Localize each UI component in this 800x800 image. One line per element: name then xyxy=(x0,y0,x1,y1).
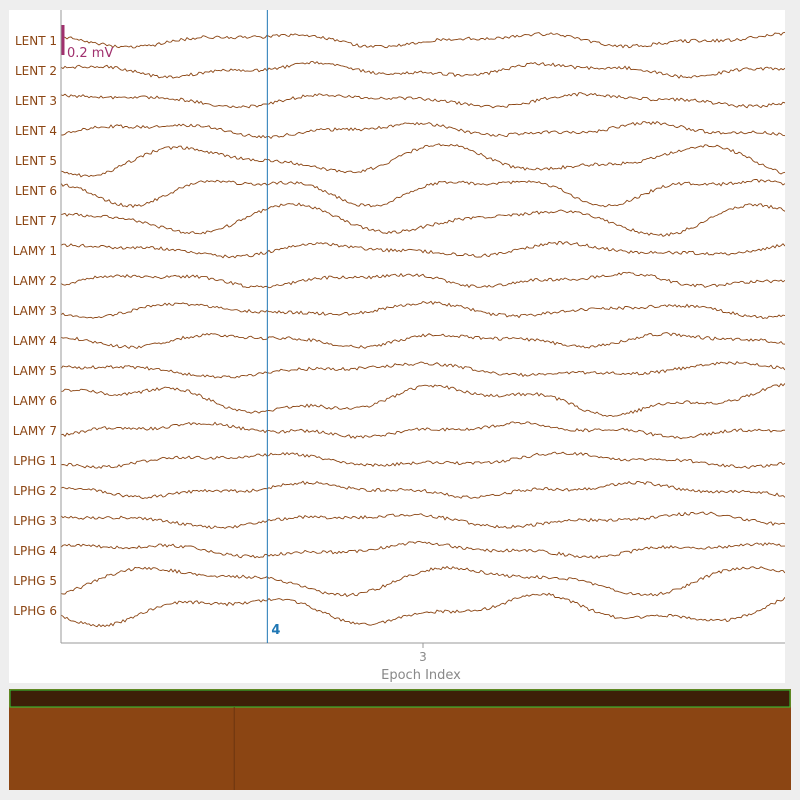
channel-label[interactable]: LAMY 7 xyxy=(13,424,57,438)
trace-lamy-2[interactable] xyxy=(60,271,785,289)
channel-label[interactable]: LPHG 4 xyxy=(13,544,57,558)
channel-label[interactable]: LAMY 5 xyxy=(13,364,57,378)
channel-label[interactable]: LENT 1 xyxy=(15,34,57,48)
channel-label[interactable]: LAMY 2 xyxy=(13,274,57,288)
channel-label[interactable]: LENT 5 xyxy=(15,154,57,168)
epoch-overview[interactable] xyxy=(9,689,791,790)
channel-label[interactable]: LPHG 2 xyxy=(13,484,57,498)
channel-label[interactable]: LPHG 5 xyxy=(13,574,57,588)
channel-label[interactable]: LENT 6 xyxy=(15,184,57,198)
trace-lamy-7[interactable] xyxy=(60,421,785,440)
eeg-traces-chart[interactable]: LENT 1 LENT 2 LENT 3 LENT 4 LENT 5 LENT 6 LENT… xyxy=(9,10,785,683)
trace-lent-1[interactable] xyxy=(60,31,785,49)
channel-label[interactable]: LAMY 3 xyxy=(13,304,57,318)
trace-lphg-2[interactable] xyxy=(60,480,785,500)
epoch-browser-panel[interactable] xyxy=(9,689,791,790)
channel-label[interactable]: LENT 2 xyxy=(15,64,57,78)
channel-label[interactable]: LAMY 4 xyxy=(13,334,57,348)
channel-label[interactable]: LPHG 1 xyxy=(13,454,57,468)
channel-label[interactable]: LENT 4 xyxy=(15,124,57,138)
trace-lent-5[interactable] xyxy=(60,143,785,178)
trace-lent-6[interactable] xyxy=(60,178,785,209)
trace-lphg-1[interactable] xyxy=(60,451,785,469)
trace-lphg-3[interactable] xyxy=(60,511,785,530)
x-tick-label: 3 xyxy=(419,650,427,664)
trace-lphg-5[interactable] xyxy=(60,565,785,598)
channel-label[interactable]: LPHG 3 xyxy=(13,514,57,528)
channel-label[interactable]: LAMY 6 xyxy=(13,394,57,408)
channel-label[interactable]: LENT 7 xyxy=(15,214,57,228)
eeg-plot-panel[interactable]: LENT 1 LENT 2 LENT 3 LENT 4 LENT 5 LENT 6 LENT… xyxy=(9,10,785,683)
channel-label[interactable]: LPHG 6 xyxy=(13,604,57,618)
overview-selection-window[interactable] xyxy=(9,689,791,708)
channel-label[interactable]: LENT 3 xyxy=(15,94,57,108)
trace-lphg-6[interactable] xyxy=(60,592,785,628)
trace-lamy-4[interactable] xyxy=(60,332,785,350)
trace-lamy-3[interactable] xyxy=(60,300,785,320)
event-marker-label: 4 xyxy=(271,623,280,638)
trace-lent-7[interactable] xyxy=(60,202,785,237)
trace-lamy-1[interactable] xyxy=(60,240,785,259)
channel-label[interactable]: LAMY 1 xyxy=(13,244,57,258)
trace-lphg-4[interactable] xyxy=(60,540,785,559)
trace-lent-2[interactable] xyxy=(60,61,785,79)
trace-lent-4[interactable] xyxy=(61,121,785,140)
scale-bar-label: 0.2 mV xyxy=(67,46,113,61)
trace-lamy-6[interactable] xyxy=(60,382,785,417)
trace-lamy-5[interactable] xyxy=(60,360,785,379)
x-axis-title: Epoch Index xyxy=(381,668,461,683)
trace-lent-3[interactable] xyxy=(60,92,785,109)
